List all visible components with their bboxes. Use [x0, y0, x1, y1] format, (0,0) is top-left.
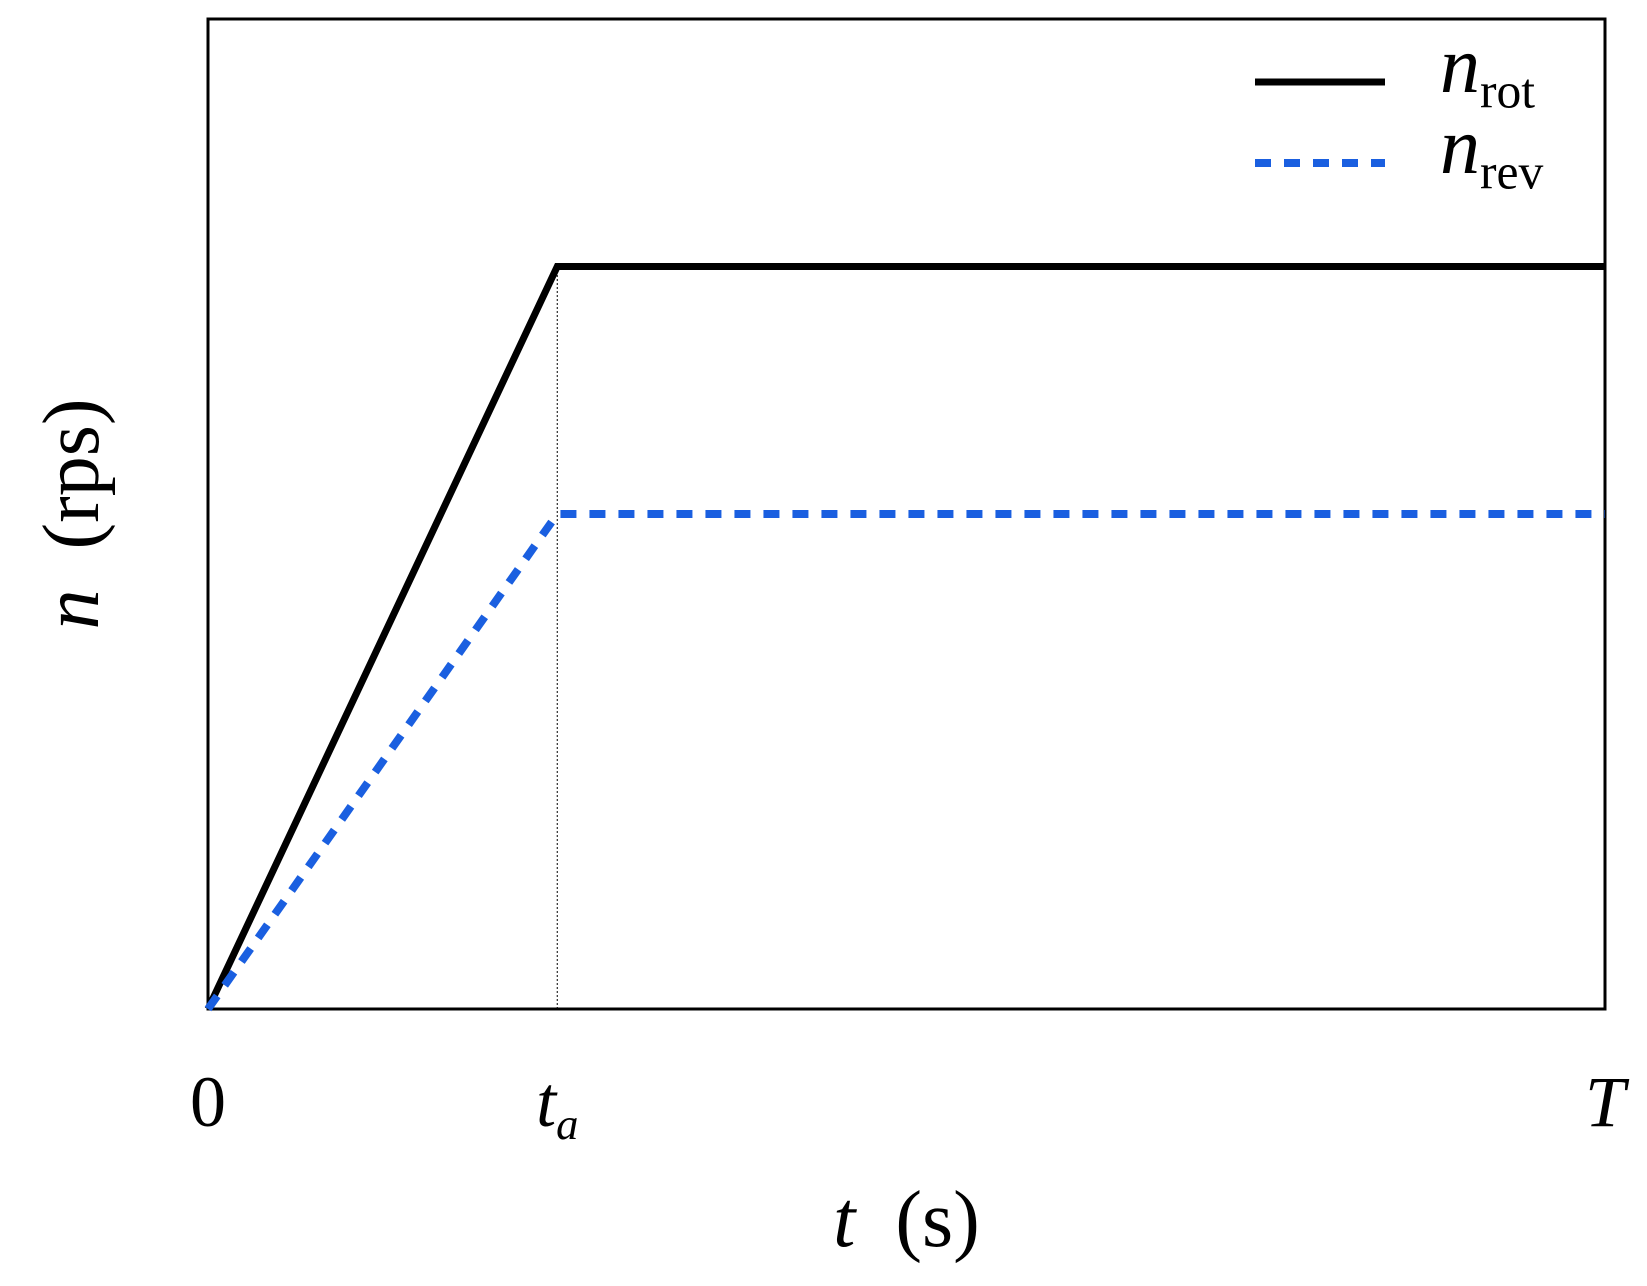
y-axis-label: n (rps) [28, 398, 116, 629]
text-part: T [1585, 1062, 1630, 1142]
x-tick-label: ta [536, 1062, 578, 1150]
text-sub: rot [1480, 64, 1535, 119]
text-part: (rps) [28, 398, 116, 589]
text-part: 0 [190, 1062, 226, 1142]
x-tick-label: T [1585, 1062, 1630, 1142]
legend-label: nrev [1440, 103, 1544, 199]
text-part: t [536, 1062, 558, 1142]
legend-label: nrot [1440, 22, 1535, 118]
x-axis-label: t (s) [833, 1176, 980, 1264]
series-line [204, 263, 1605, 1011]
text-part: t [833, 1176, 857, 1264]
series-line [204, 510, 1605, 1012]
plot-frame [206, 17, 1607, 1011]
x-tick-label: 0 [190, 1062, 226, 1142]
text-sub: a [556, 1099, 578, 1149]
text-part: (s) [855, 1176, 979, 1264]
text-sub: rev [1480, 145, 1544, 200]
text-part: n [1440, 22, 1480, 110]
text-part: n [28, 590, 116, 630]
text-part: n [1440, 103, 1480, 191]
